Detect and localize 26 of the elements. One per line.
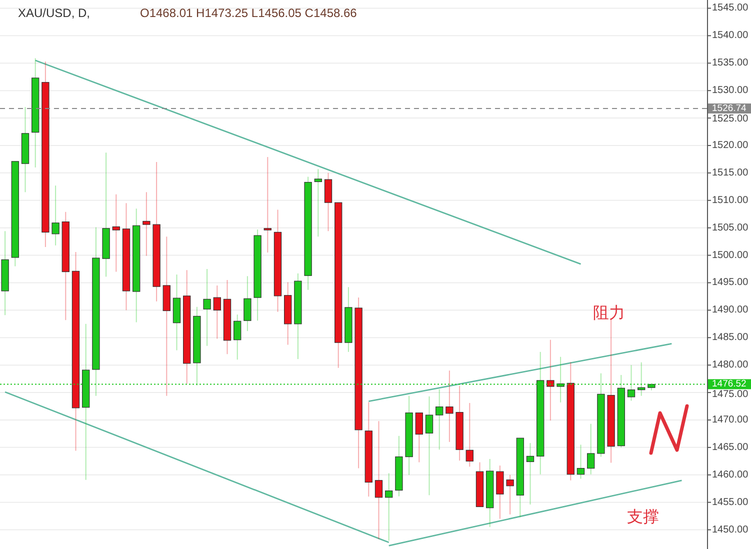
y-tick-label: 1460.00	[712, 469, 749, 480]
y-tick-label: 1535.00	[712, 58, 749, 69]
y-tick-label: 1470.00	[712, 414, 749, 426]
y-tick-label: 1500.00	[712, 250, 749, 261]
y-tick-label: 1530.00	[712, 85, 749, 96]
y-tick-label: 1505.00	[712, 222, 749, 234]
y-tick-label: 1465.00	[712, 442, 749, 453]
y-tick-label: 1490.00	[712, 304, 749, 316]
y-tick-label: 1525.00	[712, 113, 749, 124]
y-tick-label: 1540.00	[712, 30, 749, 42]
y-tick-label: 1455.00	[712, 496, 749, 508]
text: XAU/USD, D,	[18, 6, 90, 20]
y-tick-label: 1495.00	[712, 277, 749, 288]
y-tick-label: 1475.00	[712, 389, 749, 400]
y-tick-label: 1515.00	[712, 167, 749, 178]
y-tick-label: 1520.00	[712, 140, 749, 151]
y-tick-label: 1485.00	[712, 332, 749, 344]
text: O1468.01 H1473.25 L1456.05 C1458.66	[140, 6, 358, 20]
annotation: 支撑	[627, 508, 659, 526]
y-tick-label: 1480.00	[712, 360, 749, 371]
y-tick-label: 1545.00	[712, 2, 749, 14]
y-tick-label: 1450.00	[712, 524, 749, 536]
ref-line-label: 1476.52	[712, 378, 746, 390]
y-tick-label: 1510.00	[712, 194, 749, 206]
ref-line-label: 1526.74	[712, 102, 746, 114]
annotation: 阻力	[593, 304, 625, 322]
